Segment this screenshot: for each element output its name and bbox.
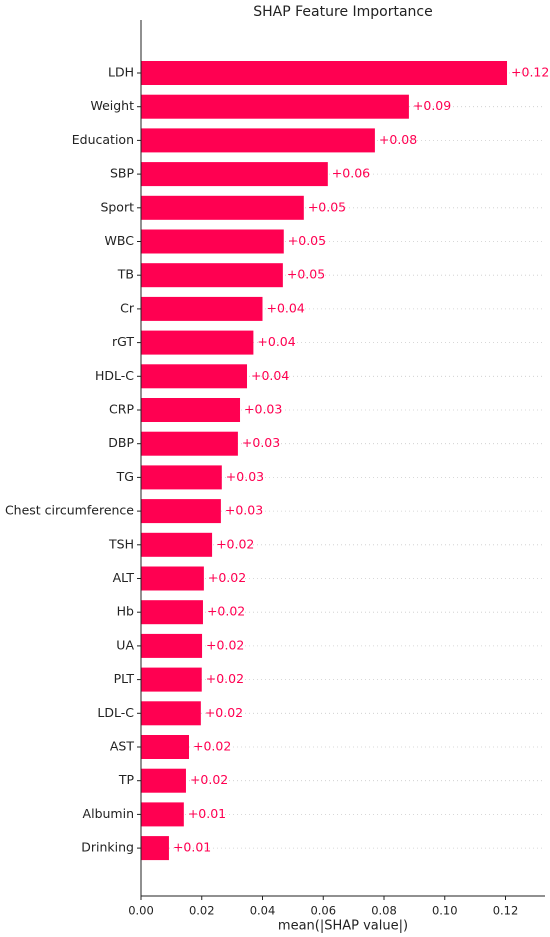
y-tick-label: DBP — [108, 435, 134, 450]
bar — [141, 431, 238, 456]
value-label: +0.04 — [267, 300, 305, 315]
value-label: +0.05 — [308, 199, 346, 214]
bar — [141, 229, 284, 254]
x-tick-label: 0.12 — [493, 904, 519, 918]
bar — [141, 802, 184, 827]
y-tick-label: Weight — [90, 98, 134, 113]
bar — [141, 600, 203, 625]
value-label: +0.02 — [207, 604, 245, 619]
y-tick-label: TP — [118, 772, 135, 787]
y-tick-label: Drinking — [81, 840, 134, 855]
value-label: +0.01 — [173, 840, 211, 855]
value-label: +0.01 — [188, 806, 226, 821]
value-label: +0.02 — [206, 637, 244, 652]
bar — [141, 735, 189, 759]
bar — [141, 398, 241, 422]
y-tick-label: ALT — [113, 570, 135, 585]
y-tick-label: CRP — [109, 402, 134, 417]
value-label: +0.02 — [208, 570, 246, 585]
y-tick-label: rGT — [112, 334, 134, 349]
x-axis-label: mean(|SHAP value|) — [278, 919, 408, 934]
bar — [141, 701, 201, 726]
bar — [141, 296, 263, 321]
value-label: +0.08 — [379, 132, 417, 147]
bar — [141, 364, 248, 389]
x-tick-label: 0.08 — [371, 904, 397, 918]
y-tick-label: WBC — [105, 233, 135, 248]
bar — [141, 195, 304, 220]
y-tick-label: PLT — [114, 671, 135, 686]
value-label: +0.04 — [251, 368, 289, 383]
value-label: +0.05 — [287, 267, 325, 282]
bar — [141, 532, 213, 557]
value-label: +0.03 — [225, 503, 263, 518]
y-tick-label: TSH — [108, 536, 134, 551]
value-label: +0.05 — [288, 233, 326, 248]
y-tick-label: TB — [117, 267, 134, 282]
bar — [141, 768, 186, 793]
bar — [141, 465, 222, 490]
y-tick-label: Hb — [117, 604, 134, 619]
value-label: +0.02 — [190, 772, 228, 787]
value-label: +0.06 — [332, 166, 370, 181]
value-label: +0.03 — [226, 469, 264, 484]
y-tick-label: LDH — [108, 65, 134, 80]
y-tick-label: LDL-C — [97, 705, 134, 720]
y-tick-label: Albumin — [83, 806, 134, 821]
y-tick-label: Sport — [100, 199, 134, 214]
bar — [141, 61, 508, 85]
value-label: +0.03 — [242, 435, 280, 450]
y-tick-label: Chest circumference — [5, 503, 134, 518]
y-tick-label: SBP — [110, 166, 135, 181]
value-label: +0.04 — [257, 334, 295, 349]
x-tick-label: 0.00 — [128, 904, 154, 918]
bar — [141, 499, 221, 524]
chart-title: SHAP Feature Importance — [253, 4, 432, 20]
y-tick-label: UA — [116, 637, 134, 652]
bar — [141, 836, 169, 861]
x-tick-label: 0.06 — [310, 904, 336, 918]
x-tick-label: 0.02 — [189, 904, 215, 918]
bar — [141, 633, 203, 658]
bar — [141, 94, 409, 119]
x-tick-label: 0.10 — [432, 904, 458, 918]
value-label: +0.03 — [244, 402, 282, 417]
y-tick-label: Cr — [120, 300, 135, 315]
bar — [141, 330, 254, 355]
bar — [141, 263, 283, 288]
y-tick-label: AST — [110, 739, 134, 754]
x-tick-label: 0.04 — [250, 904, 276, 918]
bar — [141, 566, 204, 591]
value-label: +0.02 — [205, 705, 243, 720]
value-label: +0.02 — [193, 739, 231, 754]
value-label: +0.02 — [216, 536, 254, 551]
bar — [141, 667, 202, 692]
y-tick-label: Education — [72, 132, 134, 147]
value-label: +0.02 — [206, 671, 244, 686]
bar — [141, 162, 328, 187]
y-tick-label: TG — [116, 469, 134, 484]
y-tick-label: HDL-C — [95, 368, 134, 383]
value-label: +0.12 — [511, 65, 549, 80]
bar — [141, 128, 375, 153]
value-label: +0.09 — [413, 98, 451, 113]
